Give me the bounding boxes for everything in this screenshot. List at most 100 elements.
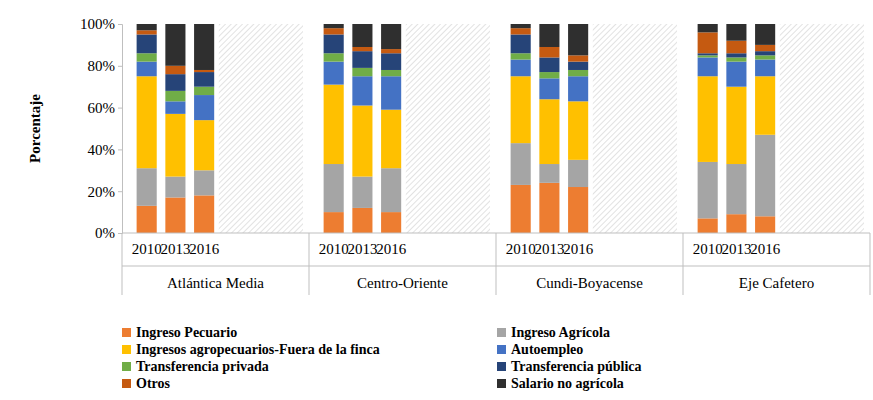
bar-segment — [755, 216, 775, 233]
series — [137, 57, 776, 120]
group-divider — [122, 266, 870, 267]
bar-segment — [539, 47, 559, 57]
x-tick-label: 2010 — [506, 241, 536, 257]
series — [137, 53, 776, 101]
y-tick: 20% — [88, 184, 123, 200]
bar-segment — [726, 164, 746, 214]
bar-segment — [324, 53, 344, 61]
bar-segment — [194, 120, 214, 170]
bar-segment — [137, 206, 157, 233]
bar-segment — [352, 76, 372, 105]
bar-segment — [568, 187, 588, 233]
bar-segment — [568, 101, 588, 160]
hatch-area — [780, 24, 864, 233]
series — [137, 34, 776, 90]
bar-segment — [511, 34, 531, 53]
legend-label: Ingreso Pecuario — [136, 325, 237, 340]
series — [137, 183, 776, 233]
bar-segment — [165, 177, 185, 198]
bar-segment — [194, 95, 214, 120]
legend-swatch — [497, 362, 506, 371]
bar-segment — [381, 110, 401, 169]
bar-segment — [511, 60, 531, 77]
x-tick-label: 2016 — [750, 241, 781, 257]
y-tick: 80% — [88, 58, 123, 74]
bar-segment — [381, 24, 401, 49]
bar-segment — [568, 160, 588, 187]
legend-item: Otros — [122, 376, 171, 391]
bar-segment — [352, 47, 372, 51]
legend-label: Ingresos agropecuarios-Fuera de la finca — [136, 342, 380, 357]
bar-segment — [698, 76, 718, 162]
bar-segment — [352, 106, 372, 177]
hatch-area — [593, 24, 677, 233]
legend-swatch — [122, 362, 131, 371]
bar-segment — [511, 143, 531, 185]
bar-segment — [194, 170, 214, 195]
group-separator — [683, 233, 684, 295]
bar-segment — [755, 51, 775, 55]
bar-segment — [698, 162, 718, 218]
bar-segment — [165, 101, 185, 114]
tick-mark — [118, 108, 122, 109]
bar-segment — [726, 87, 746, 164]
bar-segment — [539, 78, 559, 99]
bar-segment — [568, 76, 588, 101]
bar-segment — [568, 70, 588, 76]
series — [137, 24, 776, 70]
bar-segment — [352, 177, 372, 208]
bar-segment — [539, 57, 559, 72]
bar-segment — [352, 24, 372, 47]
bar-segment — [539, 164, 559, 183]
tick-label: 0% — [95, 225, 115, 241]
x-tick-label: 2016 — [563, 241, 594, 257]
bar-segment — [165, 114, 185, 177]
legend-swatch — [122, 379, 131, 388]
group-separator — [309, 233, 310, 295]
bar-segment — [698, 57, 718, 76]
bar-segment — [137, 76, 157, 168]
bar-segment — [194, 24, 214, 70]
bar-segment — [352, 208, 372, 233]
bar-segment — [511, 24, 531, 28]
bar-segment — [137, 62, 157, 77]
bar-segment — [511, 53, 531, 59]
bar-segment — [755, 24, 775, 45]
tick-mark — [118, 233, 122, 234]
bar-segment — [511, 76, 531, 143]
y-axis-title: Porcentaje — [27, 94, 43, 163]
bar-segment — [194, 70, 214, 72]
legend-label: Transferencia privada — [136, 359, 269, 374]
legend-swatch — [497, 379, 506, 388]
y-tick: 100% — [80, 16, 122, 32]
bar-segment — [726, 62, 746, 87]
bar-segment — [726, 24, 746, 41]
bar-segment — [381, 53, 401, 70]
bar-segment — [539, 99, 559, 164]
bar-segment — [381, 76, 401, 109]
hatch-area — [219, 24, 303, 233]
y-tick: 40% — [88, 142, 123, 158]
bar-segment — [755, 135, 775, 217]
x-tick-label: 2013 — [721, 241, 751, 257]
x-tick-label: 2013 — [347, 241, 377, 257]
bar-segment — [165, 91, 185, 101]
legend: Ingreso Pecuario Ingreso Agrícola Ingresos… — [122, 325, 642, 391]
group-label: Cundi-Boyacense — [536, 275, 643, 291]
group-label: Atlántica Media — [167, 275, 264, 291]
tick-label: 40% — [88, 142, 116, 158]
x-tick-label: 2016 — [189, 241, 220, 257]
bar-segment — [381, 212, 401, 233]
bar-segment — [165, 197, 185, 233]
group-separator — [496, 233, 497, 295]
y-axis: 0%20%40%60%80%100% — [80, 16, 123, 241]
tick-label: 100% — [80, 16, 115, 32]
bar-segment — [698, 53, 718, 55]
legend-label: Ingreso Agrícola — [511, 325, 610, 340]
series — [137, 28, 776, 74]
bar-segment — [165, 24, 185, 66]
bar-segment — [726, 53, 746, 57]
bar-segment — [698, 55, 718, 57]
bar-segment — [539, 24, 559, 47]
bar-segment — [698, 218, 718, 233]
